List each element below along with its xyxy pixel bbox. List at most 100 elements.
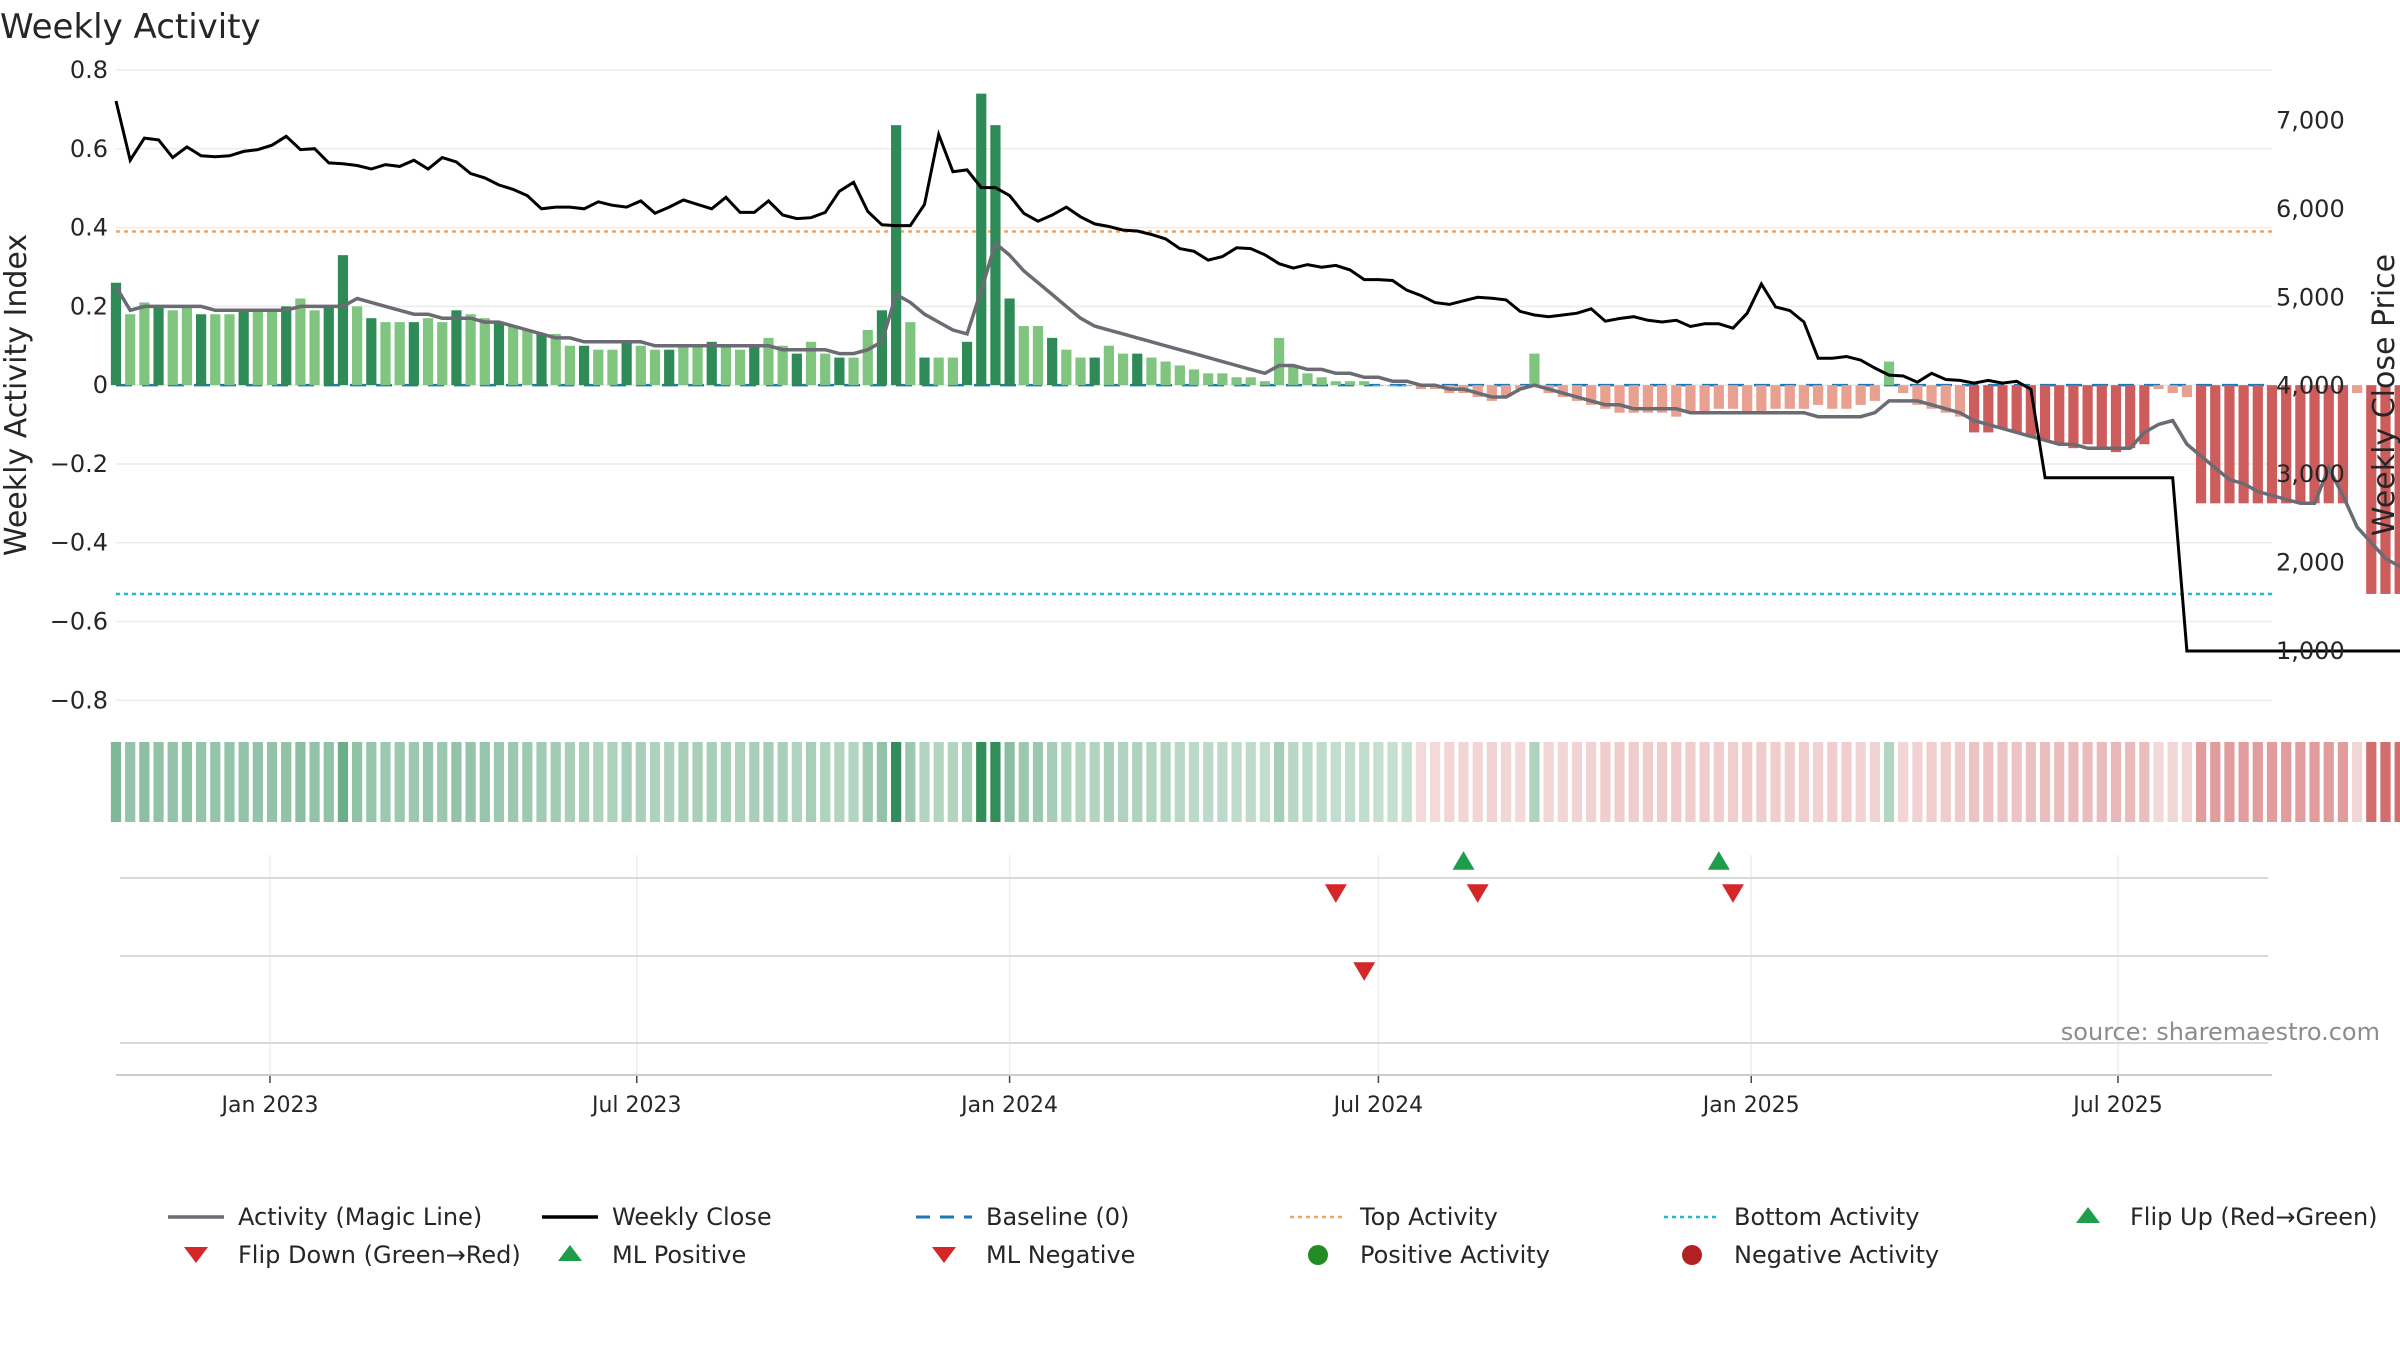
activity-bar <box>210 314 221 386</box>
activity-bar <box>1869 385 1880 401</box>
strip-cell <box>578 742 590 822</box>
strip-cell <box>891 742 902 822</box>
signal-panels <box>120 851 2268 1044</box>
legend-swatch <box>184 1247 208 1263</box>
activity-bar <box>2380 385 2391 594</box>
y-tick-label: −0.6 <box>50 608 108 636</box>
strip-cell <box>1344 742 1356 822</box>
activity-bar <box>1415 385 1427 390</box>
strip-cell <box>862 742 873 822</box>
activity-bar <box>2224 385 2235 504</box>
strip-cell <box>1954 742 1966 822</box>
activity-bar <box>2323 385 2334 504</box>
strip-cell <box>564 742 576 822</box>
strip-cell <box>1288 742 1299 822</box>
x-tick-label: Jul 2024 <box>1332 1093 1424 1118</box>
activity-bar <box>1146 357 1157 386</box>
strip-cell <box>1699 742 1710 822</box>
strip-cell <box>1713 742 1724 822</box>
activity-bar <box>2025 385 2036 437</box>
legend-item: Weekly Close <box>542 1203 772 1231</box>
strip-cell <box>451 742 462 822</box>
strip-cell <box>1174 742 1185 822</box>
legend-label: Flip Down (Green→Red) <box>238 1241 521 1269</box>
strip-cell <box>167 742 178 822</box>
activity-bar <box>224 314 235 386</box>
activity-bar <box>607 349 618 386</box>
activity-bar <box>1940 385 1951 413</box>
y-tick-label: −0.8 <box>50 686 108 714</box>
strip-cell <box>2224 742 2235 822</box>
strip-cell <box>2167 742 2178 822</box>
strip-cell <box>805 742 817 822</box>
activity-bar <box>734 349 746 386</box>
y-tick-label: −0.2 <box>50 450 108 478</box>
strip-cell <box>2295 742 2306 822</box>
strip-cell <box>522 742 533 822</box>
strip-cell <box>621 742 632 822</box>
strip-cell <box>422 742 434 822</box>
activity-bar <box>295 298 306 386</box>
y2-tick-label: 1,000 <box>2276 637 2345 665</box>
activity-bar <box>2011 385 2022 433</box>
legend-label: Bottom Activity <box>1734 1203 1919 1231</box>
strip-cell <box>905 742 916 822</box>
flip-down-marker <box>1466 884 1489 903</box>
strip-cell <box>1359 742 1370 822</box>
strip-cell <box>1486 742 1497 822</box>
strip-cell <box>1117 742 1129 822</box>
strip-cell <box>266 742 278 822</box>
strip-cell <box>210 742 221 822</box>
activity-bar <box>692 345 703 386</box>
activity-bar <box>621 341 632 386</box>
strip-cell <box>2394 742 2400 822</box>
activity-bar <box>1174 365 1185 386</box>
strip-cell <box>2309 742 2320 822</box>
activity-bar <box>1387 385 1398 387</box>
activity-bar <box>2281 385 2292 504</box>
activity-bar <box>1898 385 1909 394</box>
activity-bar <box>2309 385 2320 504</box>
strip-cell <box>536 742 547 822</box>
activity-bar <box>2039 385 2051 441</box>
activity-bar <box>2054 385 2065 445</box>
legend-item: Positive Activity <box>1308 1241 1550 1269</box>
legend-swatch <box>1682 1245 1702 1265</box>
activity-bar <box>1330 381 1341 386</box>
activity-bar <box>1713 385 1724 409</box>
activity-bar <box>2337 385 2349 504</box>
strip-cell <box>508 742 519 822</box>
activity-bar <box>820 353 831 386</box>
strip-cell <box>2351 742 2363 822</box>
strip-cell <box>1727 742 1739 822</box>
activity-bar <box>437 322 448 386</box>
legend-item: Activity (Magic Line) <box>168 1203 482 1231</box>
activity-bar <box>550 333 561 386</box>
activity-bar <box>1671 385 1682 417</box>
strip-cell <box>2366 742 2377 822</box>
flip-down-marker <box>1324 884 1347 903</box>
strip-cell <box>1458 742 1469 822</box>
strip-cell <box>1316 742 1327 822</box>
strip-cell <box>607 742 618 822</box>
activity-bar <box>1969 385 1980 433</box>
activity-bar <box>536 333 547 386</box>
activity-bar <box>1983 385 1994 433</box>
strip-cell <box>394 742 405 822</box>
weekly-close-series <box>114 100 2400 653</box>
strip-cell <box>309 742 320 822</box>
activity-bar <box>1430 385 1441 390</box>
y-axis-label: Weekly Activity Index <box>0 234 34 556</box>
y-tick-label: 0.2 <box>70 292 108 320</box>
legend-label: Top Activity <box>1359 1203 1498 1231</box>
strip-cell <box>919 742 930 822</box>
legend-item: ML Negative <box>932 1241 1135 1269</box>
activity-bar <box>763 337 774 386</box>
strip-cell <box>2210 742 2221 822</box>
activity-bar <box>366 318 377 386</box>
activity-bar <box>578 345 590 386</box>
activity-bar <box>281 306 292 386</box>
activity-bar <box>2394 385 2400 594</box>
activity-bar <box>664 349 675 386</box>
activity-bar <box>635 345 646 386</box>
